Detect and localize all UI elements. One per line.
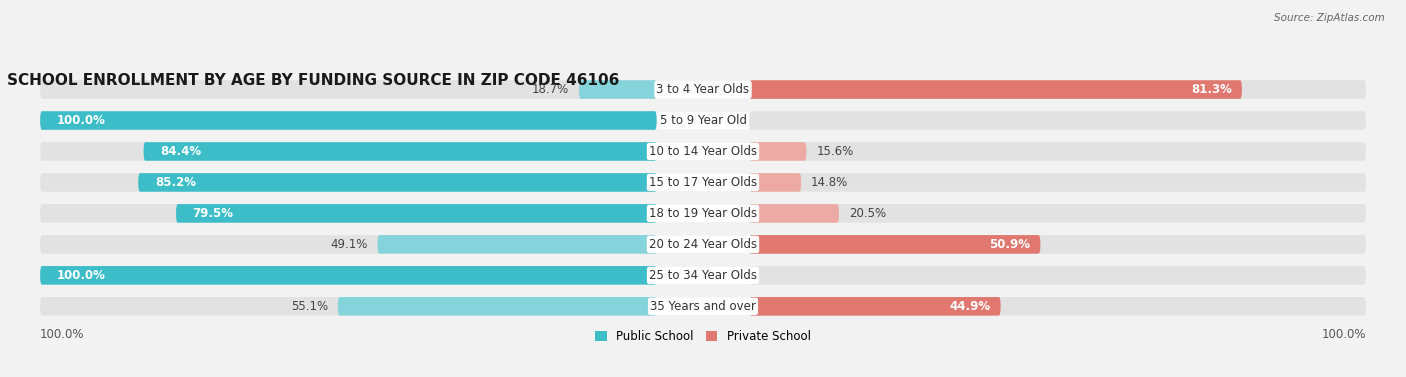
Text: 18 to 19 Year Olds: 18 to 19 Year Olds bbox=[650, 207, 756, 220]
FancyBboxPatch shape bbox=[749, 111, 1365, 130]
FancyBboxPatch shape bbox=[337, 297, 657, 316]
FancyBboxPatch shape bbox=[749, 204, 839, 223]
Text: 3 to 4 Year Olds: 3 to 4 Year Olds bbox=[657, 83, 749, 96]
FancyBboxPatch shape bbox=[138, 173, 657, 192]
Text: 50.9%: 50.9% bbox=[990, 238, 1031, 251]
FancyBboxPatch shape bbox=[378, 235, 657, 254]
Text: 18.7%: 18.7% bbox=[531, 83, 569, 96]
FancyBboxPatch shape bbox=[749, 235, 1040, 254]
FancyBboxPatch shape bbox=[41, 235, 657, 254]
Text: 81.3%: 81.3% bbox=[1191, 83, 1232, 96]
FancyBboxPatch shape bbox=[749, 142, 807, 161]
Text: 100.0%: 100.0% bbox=[41, 328, 84, 341]
FancyBboxPatch shape bbox=[749, 80, 1365, 99]
FancyBboxPatch shape bbox=[41, 204, 657, 223]
Text: 15.6%: 15.6% bbox=[817, 145, 853, 158]
Text: 20.5%: 20.5% bbox=[849, 207, 886, 220]
Text: 44.9%: 44.9% bbox=[949, 300, 991, 313]
Text: 100.0%: 100.0% bbox=[56, 269, 105, 282]
FancyBboxPatch shape bbox=[143, 142, 657, 161]
FancyBboxPatch shape bbox=[749, 80, 1241, 99]
Text: 35 Years and over: 35 Years and over bbox=[650, 300, 756, 313]
Text: 25 to 34 Year Olds: 25 to 34 Year Olds bbox=[650, 269, 756, 282]
Text: 100.0%: 100.0% bbox=[56, 114, 105, 127]
FancyBboxPatch shape bbox=[749, 173, 1365, 192]
FancyBboxPatch shape bbox=[41, 266, 657, 285]
FancyBboxPatch shape bbox=[41, 266, 657, 285]
Text: 20 to 24 Year Olds: 20 to 24 Year Olds bbox=[650, 238, 756, 251]
FancyBboxPatch shape bbox=[749, 297, 1365, 316]
Text: 79.5%: 79.5% bbox=[193, 207, 233, 220]
FancyBboxPatch shape bbox=[749, 142, 1365, 161]
FancyBboxPatch shape bbox=[176, 204, 657, 223]
Text: 5 to 9 Year Old: 5 to 9 Year Old bbox=[659, 114, 747, 127]
FancyBboxPatch shape bbox=[41, 111, 657, 130]
FancyBboxPatch shape bbox=[41, 173, 657, 192]
Text: 14.8%: 14.8% bbox=[811, 176, 848, 189]
FancyBboxPatch shape bbox=[579, 80, 657, 99]
FancyBboxPatch shape bbox=[749, 173, 801, 192]
Text: 85.2%: 85.2% bbox=[155, 176, 195, 189]
Text: 84.4%: 84.4% bbox=[160, 145, 201, 158]
Text: 55.1%: 55.1% bbox=[291, 300, 328, 313]
Text: 49.1%: 49.1% bbox=[330, 238, 367, 251]
Text: Source: ZipAtlas.com: Source: ZipAtlas.com bbox=[1274, 13, 1385, 23]
FancyBboxPatch shape bbox=[41, 297, 657, 316]
Legend: Public School, Private School: Public School, Private School bbox=[595, 330, 811, 343]
Text: SCHOOL ENROLLMENT BY AGE BY FUNDING SOURCE IN ZIP CODE 46106: SCHOOL ENROLLMENT BY AGE BY FUNDING SOUR… bbox=[7, 72, 620, 87]
FancyBboxPatch shape bbox=[41, 80, 657, 99]
FancyBboxPatch shape bbox=[749, 204, 1365, 223]
Text: 10 to 14 Year Olds: 10 to 14 Year Olds bbox=[650, 145, 756, 158]
FancyBboxPatch shape bbox=[749, 297, 1001, 316]
FancyBboxPatch shape bbox=[749, 235, 1365, 254]
FancyBboxPatch shape bbox=[41, 142, 657, 161]
Text: 15 to 17 Year Olds: 15 to 17 Year Olds bbox=[650, 176, 756, 189]
Text: 100.0%: 100.0% bbox=[1322, 328, 1365, 341]
FancyBboxPatch shape bbox=[749, 266, 1365, 285]
FancyBboxPatch shape bbox=[41, 111, 657, 130]
